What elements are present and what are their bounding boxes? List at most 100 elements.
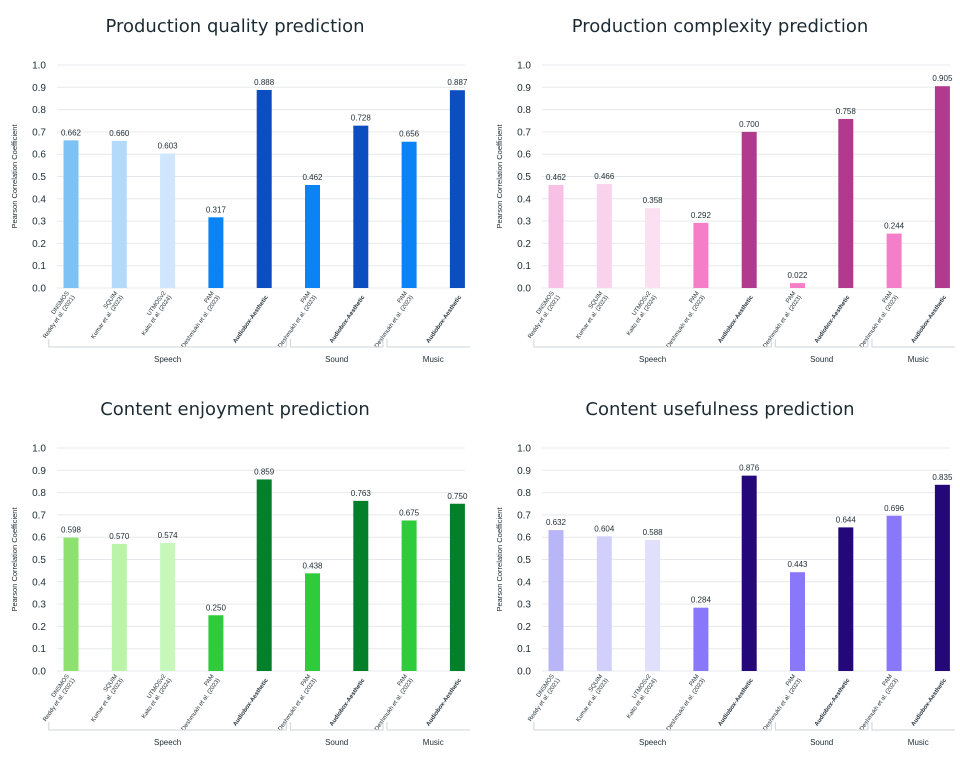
bar — [449, 503, 465, 671]
chart-svg: 0.0 0.1 0.2 0.3 0.4 0.5 0.6 0.7 0.8 0.9 1.0 Pearson… — [495, 444, 955, 747]
value-label: 0.466 — [594, 172, 615, 181]
group-label: Speech — [639, 738, 666, 747]
group-bracket — [48, 339, 287, 348]
value-label: 0.644 — [836, 515, 857, 524]
bar — [111, 140, 127, 288]
bar — [934, 86, 950, 288]
bar — [596, 184, 612, 288]
bar — [886, 515, 902, 671]
group-label: Music — [423, 738, 444, 747]
y-tick-label: 0.2 — [32, 622, 46, 633]
group-label: Sound — [810, 355, 833, 364]
x-tick-label-line: Audiobox-Aesthetic — [717, 677, 755, 727]
bar — [449, 90, 465, 288]
y-tick-label: 0.0 — [32, 667, 46, 678]
chart-title: Content enjoyment prediction — [100, 399, 370, 420]
bar — [790, 572, 805, 671]
bar — [305, 573, 320, 671]
y-tick-label: 1.0 — [32, 444, 46, 455]
value-label: 0.462 — [546, 173, 567, 182]
y-tick-label: 0.0 — [32, 284, 46, 295]
y-tick-label: 0.9 — [32, 83, 46, 94]
y-tick-label: 0.0 — [517, 667, 531, 678]
y-axis-label: Pearson Correlation Coefficient — [495, 124, 504, 229]
bar — [256, 89, 272, 288]
bar — [934, 484, 950, 671]
x-tick-label-line: Audiobox-Aesthetic — [717, 294, 755, 344]
bar — [63, 140, 79, 288]
group-bracket — [533, 722, 772, 731]
value-label: 0.604 — [594, 524, 615, 533]
y-tick-label: 1.0 — [517, 444, 531, 455]
group-bracket — [774, 722, 869, 731]
x-tick-label: Audiobox-Aesthetic — [911, 294, 949, 344]
group-label: Sound — [810, 738, 833, 747]
bar — [596, 536, 612, 671]
value-label: 0.574 — [158, 531, 179, 540]
x-tick-label-line: Deshmukh et al. (2023) — [666, 295, 707, 350]
y-tick-label: 0.5 — [517, 172, 531, 183]
y-tick-label: 0.4 — [517, 577, 531, 588]
value-label: 0.244 — [884, 222, 905, 231]
x-tick-label-line: Deshmukh et al. (2023) — [859, 295, 900, 350]
group-bracket — [871, 339, 955, 348]
x-tick-label-line: Deshmukh et al. (2023) — [181, 295, 222, 350]
y-tick-label: 0.3 — [32, 217, 46, 228]
x-tick-label-line: Audiobox-Aesthetic — [814, 294, 852, 344]
group-label: Sound — [325, 355, 348, 364]
value-label: 0.763 — [351, 489, 372, 498]
x-tick-label-line: Deshmukh et al. (2023) — [181, 678, 222, 733]
y-tick-label: 0.2 — [32, 239, 46, 250]
y-tick-label: 0.4 — [517, 194, 531, 205]
bar — [790, 283, 805, 288]
chart-production-quality: Production quality prediction 0.0 0.1 0.2 0… — [0, 0, 470, 385]
x-tick-label-line: Deshmukh et al. (2023) — [859, 678, 900, 733]
bar — [305, 184, 320, 288]
x-tick-label-line: Audiobox-Aesthetic — [911, 677, 949, 727]
group-bracket — [289, 339, 384, 348]
y-tick-label: 0.7 — [517, 510, 531, 521]
group-bracket — [289, 722, 384, 731]
value-label: 0.660 — [109, 129, 130, 138]
x-tick-label: Audiobox-Aesthetic — [232, 677, 270, 727]
chart-content-enjoyment: Content enjoyment prediction 0.0 0.1 0.2 0.… — [0, 383, 470, 768]
value-label: 0.835 — [932, 473, 953, 482]
group-label: Music — [423, 355, 444, 364]
x-tick-label-line: Audiobox-Aesthetic — [814, 677, 852, 727]
x-tick-label: Audiobox-Aesthetic — [717, 677, 755, 727]
value-label: 0.859 — [254, 467, 275, 476]
bar — [160, 542, 176, 671]
y-tick-label: 0.9 — [32, 466, 46, 477]
y-tick-label: 0.4 — [32, 577, 46, 588]
bar — [548, 530, 564, 671]
value-label: 0.758 — [836, 107, 857, 116]
bar — [401, 141, 417, 288]
x-tick-label: Audiobox-Aesthetic — [426, 677, 464, 727]
value-label: 0.358 — [643, 196, 664, 205]
chart-title: Content usefulness prediction — [585, 399, 855, 420]
y-tick-label: 0.1 — [517, 644, 531, 655]
value-label: 0.022 — [787, 271, 808, 280]
x-tick-label-line: Deshmukh et al. (2023) — [374, 678, 415, 733]
bar — [741, 475, 757, 671]
y-tick-label: 0.7 — [32, 127, 46, 138]
value-label: 0.905 — [932, 74, 953, 83]
x-tick-label-line: Deshmukh et al. (2023) — [666, 678, 707, 733]
value-label: 0.462 — [302, 173, 323, 182]
y-tick-label: 0.3 — [517, 217, 531, 228]
bar — [693, 607, 709, 671]
y-tick-label: 0.5 — [32, 555, 46, 566]
y-tick-label: 1.0 — [32, 61, 46, 72]
y-tick-label: 0.6 — [517, 533, 531, 544]
bar — [111, 543, 127, 671]
value-label: 0.438 — [302, 561, 323, 570]
y-tick-label: 0.6 — [32, 533, 46, 544]
